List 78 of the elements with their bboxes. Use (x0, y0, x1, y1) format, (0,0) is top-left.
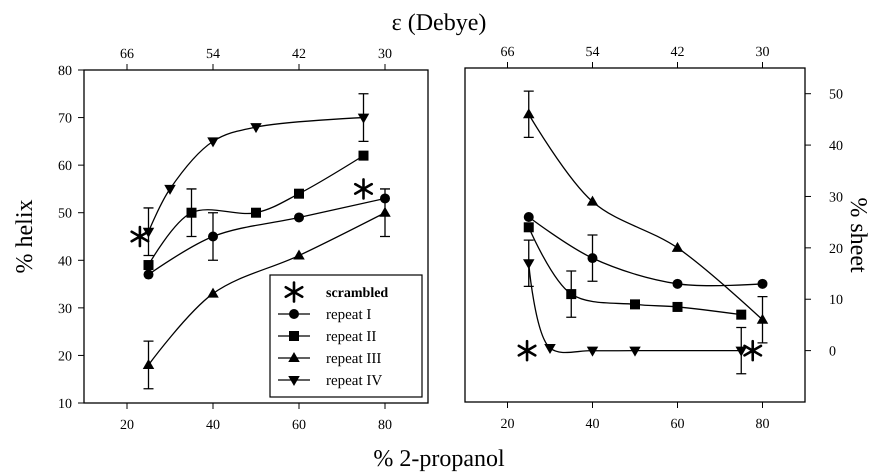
y-tick-label: 40 (58, 254, 72, 270)
point (250, 123, 262, 134)
point (588, 253, 598, 264)
point (294, 188, 304, 199)
point (207, 137, 219, 148)
x-tick-label: 80 (378, 418, 392, 433)
y2-tick-label: 30 (829, 190, 843, 206)
point (251, 208, 261, 218)
y2-tick-label: 40 (829, 139, 843, 154)
point (524, 212, 534, 222)
point (142, 228, 154, 238)
point (130, 226, 150, 248)
point (379, 206, 391, 217)
point (358, 150, 368, 161)
point (523, 108, 534, 118)
point (186, 208, 196, 218)
legend-label: scrambled (326, 286, 388, 301)
point (743, 340, 762, 362)
point (358, 114, 370, 124)
point (144, 270, 154, 280)
x-tick-label: 40 (206, 418, 220, 433)
y-tick-label: 20 (58, 349, 72, 364)
x-tick-label: 40 (586, 417, 600, 432)
point (208, 232, 218, 242)
point (142, 358, 154, 369)
x2-axis-title: ε (Debye) (392, 10, 486, 36)
y2-tick-label: 10 (829, 293, 843, 308)
y2-tick-label: 20 (829, 242, 843, 257)
x2-tick-label: 54 (206, 47, 220, 62)
point (354, 178, 374, 200)
point (586, 196, 598, 206)
point (544, 344, 556, 354)
y-axis-title: % helix (12, 200, 38, 274)
point (672, 278, 682, 289)
point (672, 302, 682, 312)
x2-tick-label: 66 (500, 45, 514, 60)
legend-label: repeat I (326, 307, 372, 323)
point (736, 346, 747, 357)
point (164, 184, 176, 195)
point (524, 222, 534, 232)
y2-tick-label: 50 (829, 88, 843, 103)
point (756, 314, 768, 324)
y-tick-label: 70 (58, 112, 72, 127)
point (566, 289, 576, 300)
x2-tick-label: 54 (586, 45, 600, 60)
point (586, 346, 598, 357)
x2-tick-label: 42 (292, 47, 306, 62)
point (294, 212, 304, 222)
point (736, 310, 746, 320)
point (629, 346, 641, 357)
y-tick-label: 60 (58, 159, 72, 174)
legend-label: repeat II (326, 329, 376, 345)
y2-tick-label: 0 (829, 344, 836, 360)
y2-axis-title: % sheet (845, 197, 871, 273)
y-tick-label: 50 (58, 206, 72, 222)
point (758, 278, 768, 289)
x2-tick-label: 30 (378, 47, 392, 62)
y-tick-label: 80 (58, 64, 72, 79)
x-tick-label: 60 (670, 417, 684, 432)
point (518, 340, 537, 362)
legend-label: repeat III (326, 351, 382, 367)
legend-label: repeat IV (326, 373, 382, 389)
point (672, 242, 684, 252)
point (293, 250, 305, 260)
x2-tick-label: 42 (670, 45, 684, 60)
x2-tick-label: 30 (756, 45, 770, 60)
y-tick-label: 30 (58, 302, 72, 317)
point (630, 299, 640, 310)
point (523, 259, 534, 270)
x2-tick-label: 66 (120, 47, 134, 62)
x-tick-label: 20 (120, 418, 134, 433)
y-tick-label: 10 (58, 397, 72, 412)
point (207, 288, 219, 298)
x-tick-label: 80 (756, 417, 770, 432)
point (144, 260, 154, 270)
x-tick-label: 20 (500, 417, 514, 432)
x-tick-label: 60 (292, 418, 306, 433)
x-axis-title: % 2-propanol (373, 446, 505, 472)
